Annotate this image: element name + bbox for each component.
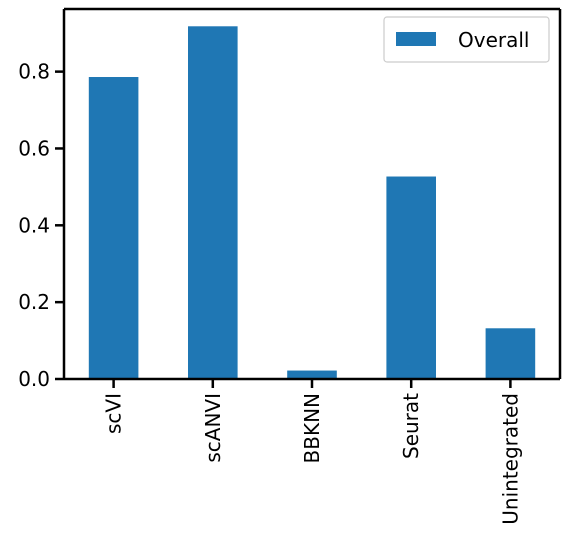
- bar-scanvi: [188, 26, 238, 379]
- y-axis-ticks: 0.0 0.2 0.4 0.6 0.8: [18, 60, 64, 391]
- x-tick-label: Unintegrated: [498, 393, 522, 525]
- x-tick-label: scANVI: [201, 393, 225, 463]
- bar-seurat: [386, 176, 436, 379]
- legend-swatch-overall: [396, 32, 436, 46]
- legend: Overall: [383, 16, 550, 63]
- bar-bbknn: [287, 370, 337, 379]
- x-tick-label: BBKNN: [300, 393, 324, 463]
- y-tick-label: 0.0: [18, 367, 50, 391]
- x-axis-ticks: scVI scANVI BBKNN Seurat Unintegrated: [102, 379, 522, 525]
- y-tick-label: 0.8: [18, 60, 50, 84]
- legend-label-overall: Overall: [458, 28, 529, 52]
- legend-frame: [383, 16, 550, 63]
- x-tick-label: scVI: [102, 393, 126, 434]
- bar-scvi: [88, 77, 139, 380]
- y-tick-label: 0.4: [18, 213, 50, 237]
- x-tick-label: Seurat: [399, 393, 423, 459]
- y-tick-label: 0.2: [18, 290, 50, 314]
- bar-unintegrated: [485, 328, 536, 379]
- y-tick-label: 0.6: [18, 136, 50, 160]
- bars-group: [88, 26, 536, 380]
